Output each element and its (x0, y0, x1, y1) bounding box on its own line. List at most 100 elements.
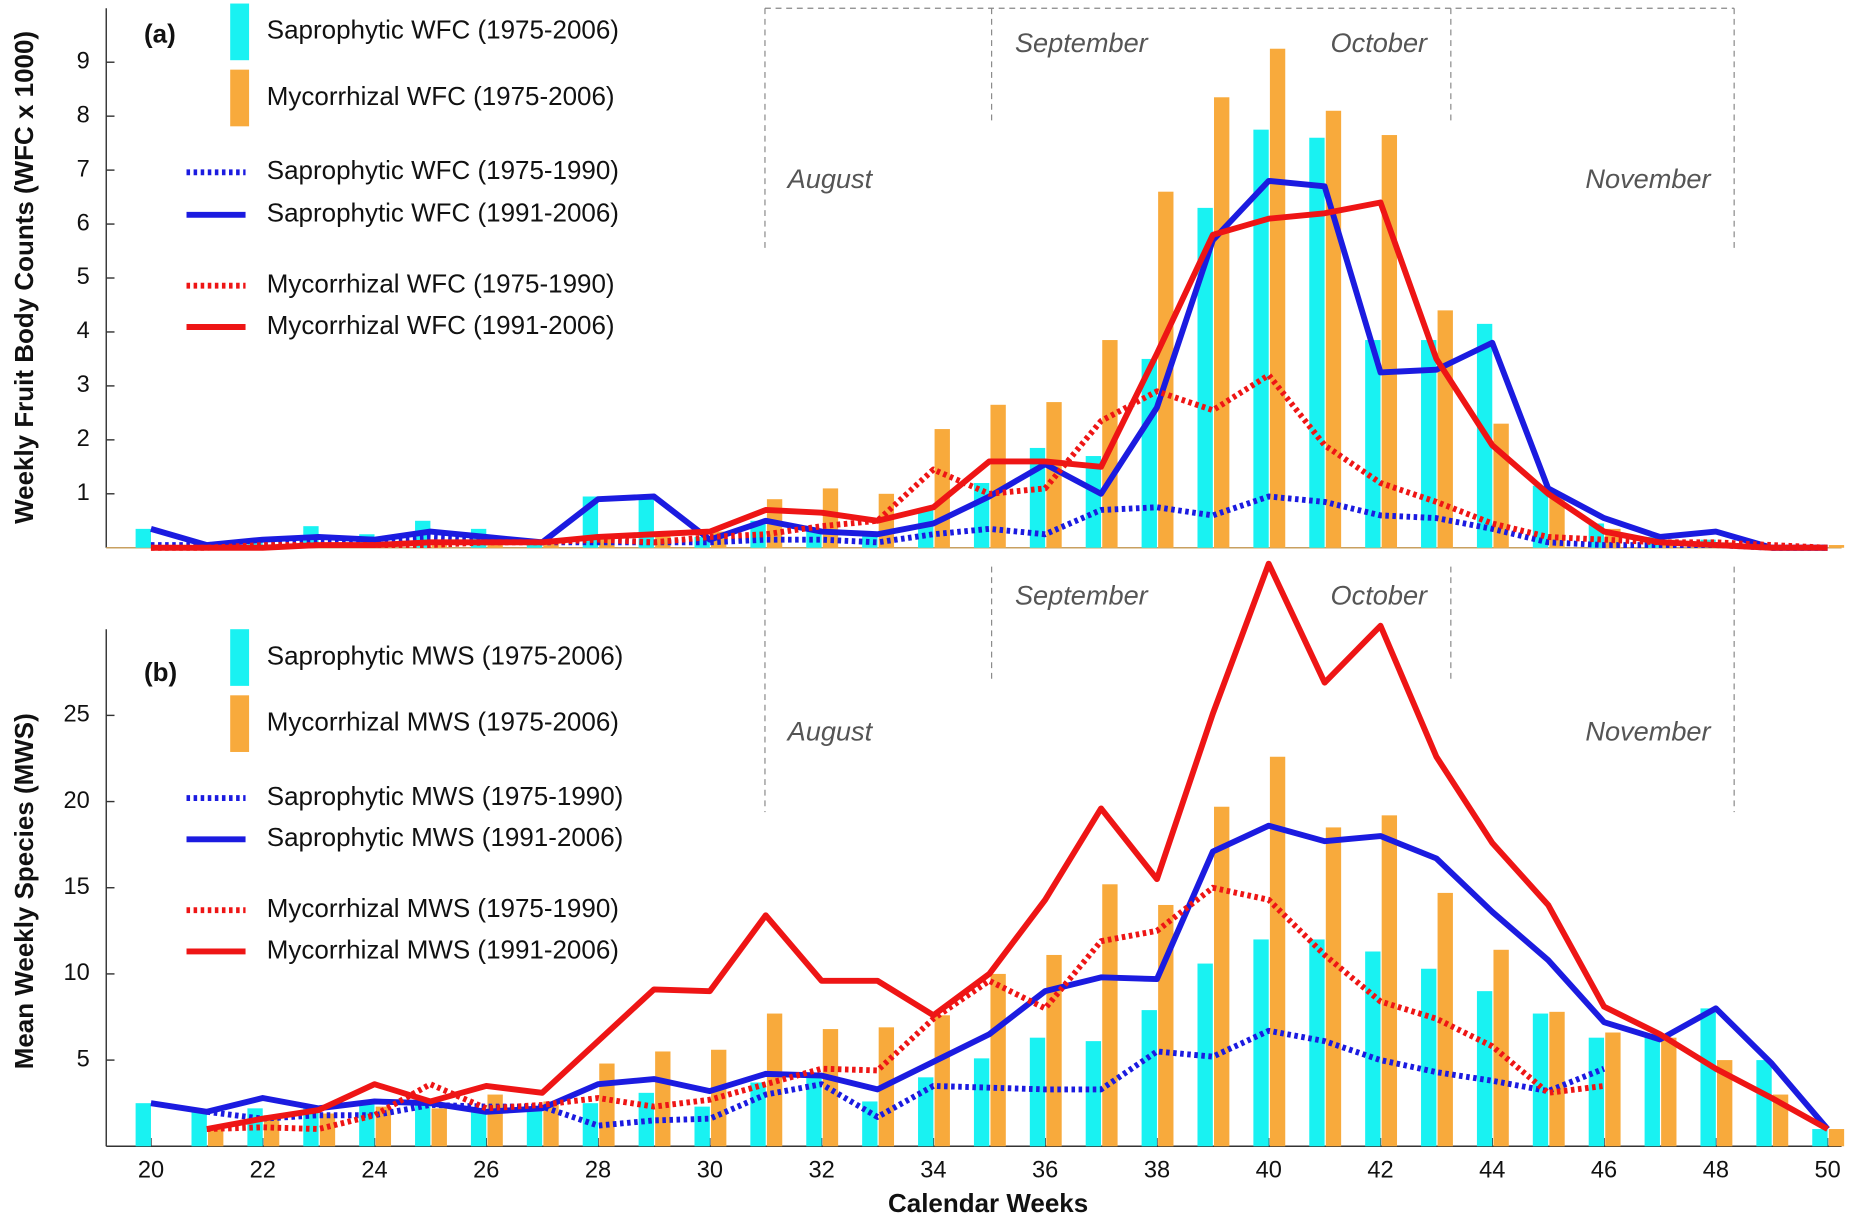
bar (526, 1110, 543, 1147)
x-tick-label: 30 (697, 1157, 723, 1183)
bar (1588, 1037, 1605, 1147)
x-tick-label: 44 (1479, 1157, 1505, 1183)
x-tick-label: 50 (1814, 1157, 1840, 1183)
bar (470, 1110, 487, 1147)
bar (1085, 456, 1102, 548)
bar (582, 1103, 599, 1147)
x-tick-label: 26 (473, 1157, 499, 1183)
bar (1717, 1060, 1733, 1147)
legend-label: Saprophytic MWS (1991-2006) (267, 822, 624, 852)
bar (1197, 963, 1213, 1147)
x-tick-label: 38 (1144, 1157, 1170, 1183)
bar (806, 531, 822, 548)
legend-label: Saprophytic MWS (1975-2006) (267, 640, 624, 670)
line-series (150, 199, 1828, 551)
legend-swatch (230, 629, 250, 686)
bar (1365, 951, 1381, 1147)
x-tick-label: 48 (1703, 1157, 1729, 1183)
bar (1214, 97, 1230, 548)
bar (543, 1101, 559, 1147)
bar (208, 1129, 224, 1147)
line-series (206, 560, 1830, 1132)
y-axis-label: Weekly Fruit Body Counts (WFC x 1000) (9, 31, 39, 524)
bar (1812, 1129, 1828, 1147)
y-axis-label: Mean Weekly Species (MWS) (9, 713, 39, 1069)
bar (750, 1082, 766, 1147)
bar (694, 1106, 710, 1147)
legend-label: Mycorrhizal WFC (1975-1990) (267, 269, 615, 299)
x-axis-label: Calendar Weeks (888, 1188, 1088, 1218)
bar (487, 1094, 503, 1147)
bar (191, 1111, 207, 1147)
bar (135, 528, 151, 548)
bar (135, 1103, 151, 1147)
y-tick-label: 6 (77, 210, 90, 236)
legend-label: Saprophytic WFC (1975-1990) (267, 155, 619, 185)
x-tick-label: 36 (1032, 1157, 1058, 1183)
y-tick-label: 5 (77, 264, 90, 290)
bar (1365, 340, 1381, 548)
y-tick-label: 1 (77, 480, 90, 506)
legend-swatch (230, 695, 250, 752)
legend-label: Saprophytic WFC (1975-2006) (267, 15, 619, 45)
bar (1214, 806, 1230, 1147)
x-tick-label: 20 (138, 1157, 164, 1183)
legend-label: Mycorrhizal WFC (1975-2006) (267, 81, 615, 111)
y-tick-label: 10 (63, 960, 89, 986)
bar (599, 1063, 615, 1147)
line-series (150, 493, 1828, 551)
bar (263, 1115, 280, 1147)
month-label: October (1331, 27, 1429, 58)
bar (862, 1101, 878, 1147)
bar (1102, 884, 1118, 1147)
bar (415, 1103, 431, 1147)
bar (1269, 48, 1286, 548)
bar (822, 1029, 839, 1147)
bar (1421, 968, 1437, 1147)
legend-label: Saprophytic MWS (1975-1990) (267, 781, 624, 811)
bar (638, 1092, 654, 1147)
bar (934, 429, 950, 548)
bar (918, 509, 934, 548)
bar (1381, 815, 1398, 1147)
panel-label: (b) (144, 657, 177, 687)
bar (1605, 1032, 1621, 1147)
bar (973, 1058, 990, 1147)
bar (1549, 1011, 1565, 1147)
y-tick-label: 20 (63, 788, 89, 814)
x-tick-label: 40 (1256, 1157, 1282, 1183)
bar (1046, 954, 1062, 1147)
y-tick-label: 5 (77, 1046, 90, 1072)
bar (431, 1108, 447, 1147)
bar (655, 1051, 671, 1147)
bar (1253, 939, 1269, 1147)
bar (934, 1015, 950, 1147)
bar (1141, 1010, 1157, 1147)
y-tick-label: 8 (77, 102, 90, 128)
bar (1476, 991, 1493, 1147)
x-tick-label: 46 (1591, 1157, 1617, 1183)
bar (543, 542, 559, 548)
month-label: November (1585, 163, 1711, 194)
bar (1532, 1013, 1549, 1147)
bar (1549, 493, 1565, 548)
bar (1158, 191, 1174, 548)
legend-label: Mycorrhizal MWS (1975-2006) (267, 707, 619, 737)
bar (431, 545, 447, 548)
x-tick-label: 28 (585, 1157, 611, 1183)
bar (1828, 545, 1845, 548)
x-tick-label: 34 (920, 1157, 946, 1183)
line-series (206, 884, 1605, 1132)
bar (1493, 949, 1509, 1147)
bar (1644, 1035, 1660, 1147)
bar (359, 1103, 375, 1147)
bar (1437, 310, 1453, 548)
y-tick-label: 4 (77, 318, 90, 344)
y-tick-label: 15 (63, 874, 89, 900)
bar (806, 1077, 822, 1147)
bar (990, 973, 1006, 1147)
legend-swatch (230, 69, 250, 127)
bar (711, 1049, 727, 1147)
bar (319, 1113, 336, 1147)
